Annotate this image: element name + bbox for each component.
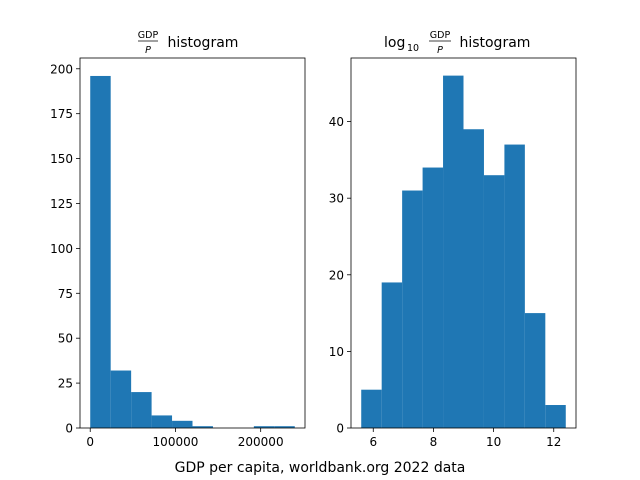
title-fraction-denominator: P [145,45,151,56]
axes-frame [79,57,306,429]
y-tick-label: 75 [58,287,73,301]
histogram-bar [110,370,132,428]
histogram-bar [463,129,484,428]
y-tick-label: 25 [58,377,73,391]
chart-log-gdp-histogram: log 10 GDP P histogram 6 8 10 12 0 10 20 30 40 [329,30,577,449]
histogram-bar [524,313,546,428]
title-fraction-numerator: GDP [138,30,159,41]
histogram-bar [172,420,193,428]
histogram-bar [545,405,566,428]
histogram-bar [90,75,111,428]
histogram-bar [253,426,275,428]
x-tick-label: 100000 [153,435,199,449]
chart-gdp-title: GDP [138,30,159,41]
histogram-bar [402,190,423,428]
y-tick-label: 0 [65,422,73,436]
x-tick-label: 12 [546,435,561,449]
y-tick-label: 20 [329,268,344,282]
x-tick-label: 6 [369,435,377,449]
histogram-bars [90,75,295,428]
y-tick-label: 175 [50,107,73,121]
title-log-subscript: 10 [407,43,419,54]
x-tick-label: 10 [486,435,501,449]
y-tick-label: 125 [50,197,73,211]
y-tick-label: 10 [329,345,344,359]
histogram-bar [381,282,403,428]
x-tick-label: 8 [430,435,438,449]
y-axis: 0 10 20 30 40 [329,115,351,436]
figure-suptitle: GDP per capita, worldbank.org 2022 data [175,460,466,476]
y-tick-label: 0 [336,422,344,436]
y-tick-label: 30 [329,192,344,206]
title-suffix: histogram [163,35,238,51]
title-fraction-numerator: GDP [430,30,451,41]
title-fraction-denominator: P [437,45,443,56]
x-axis: 6 8 10 12 [369,428,561,449]
histogram-bar [504,144,525,428]
y-tick-label: 100 [50,242,73,256]
histogram-bar [483,175,505,428]
y-tick-label: 150 [50,152,73,166]
y-axis: 0 25 50 75 100 125 150 175 200 [50,62,80,436]
y-tick-label: 50 [58,332,73,346]
x-axis: 0 100000 200000 [86,428,284,449]
y-tick-label: 200 [50,62,73,76]
title-suffix: histogram [455,35,530,51]
chart-gdp-histogram: GDP P histogram 0 100000 200000 0 25 50 75 100… [50,30,306,449]
title-log-prefix: log [384,35,405,51]
histogram-bar [422,167,444,429]
x-tick-label: 200000 [238,435,284,449]
x-tick-label: 0 [86,435,94,449]
histogram-bar [361,389,382,428]
histogram-bar [151,415,173,428]
axes-frame [350,57,577,429]
histogram-bar [443,75,464,428]
histogram-bar [274,426,295,428]
histogram-bars [361,75,566,429]
y-tick-label: 40 [329,115,344,129]
histogram-bar [131,392,152,428]
histogram-bar [192,426,213,428]
